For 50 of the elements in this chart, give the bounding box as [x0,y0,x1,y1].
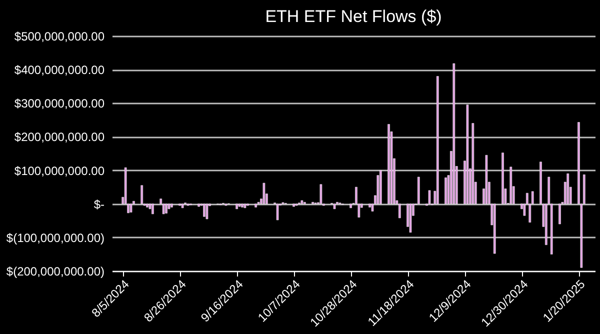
y-tick-label: $100,000,000.00 [14,164,105,178]
bar [493,204,496,254]
bar [333,204,336,210]
chart-title: ETH ETF Net Flows ($) [265,7,442,26]
y-tick-label: $200,000,000.00 [14,130,105,144]
bar [262,182,266,204]
bar [276,204,279,220]
bar [241,204,244,208]
bar [254,204,257,208]
bar [379,170,382,204]
bar [444,178,447,204]
bar [428,190,431,204]
bar [198,204,200,207]
bar [452,63,456,204]
bar [398,204,401,218]
bar [292,204,295,207]
bar [566,173,570,204]
bar [236,204,238,210]
bar [320,184,322,204]
bar [146,204,148,208]
bar [436,76,439,204]
bar [502,152,504,204]
bar [140,185,143,204]
bar [466,104,469,204]
bar [485,155,488,204]
y-tick-label: $500,000,000.00 [14,30,105,44]
bar [388,124,390,204]
bar [170,204,173,208]
bar [130,204,132,212]
bar [472,123,474,204]
bar [168,204,170,210]
bar [238,204,241,207]
bar [409,204,412,233]
y-tick-label: $300,000,000.00 [14,96,105,111]
bar [152,204,154,214]
bar [206,204,208,220]
y-tick-label: $(100,000,000.00) [6,230,104,245]
bar [203,204,206,217]
bar [350,204,352,208]
bar [510,166,512,204]
bar [244,204,246,208]
bar [417,176,420,204]
bar [181,204,184,208]
y-tick-label: $(200,000,000.00) [6,264,104,278]
bar [368,204,371,208]
bar [558,204,561,224]
bar [165,204,168,214]
y-tick-label: $- [94,197,104,212]
y-tick-label: $400,000,000.00 [14,63,105,78]
bar [300,200,304,204]
